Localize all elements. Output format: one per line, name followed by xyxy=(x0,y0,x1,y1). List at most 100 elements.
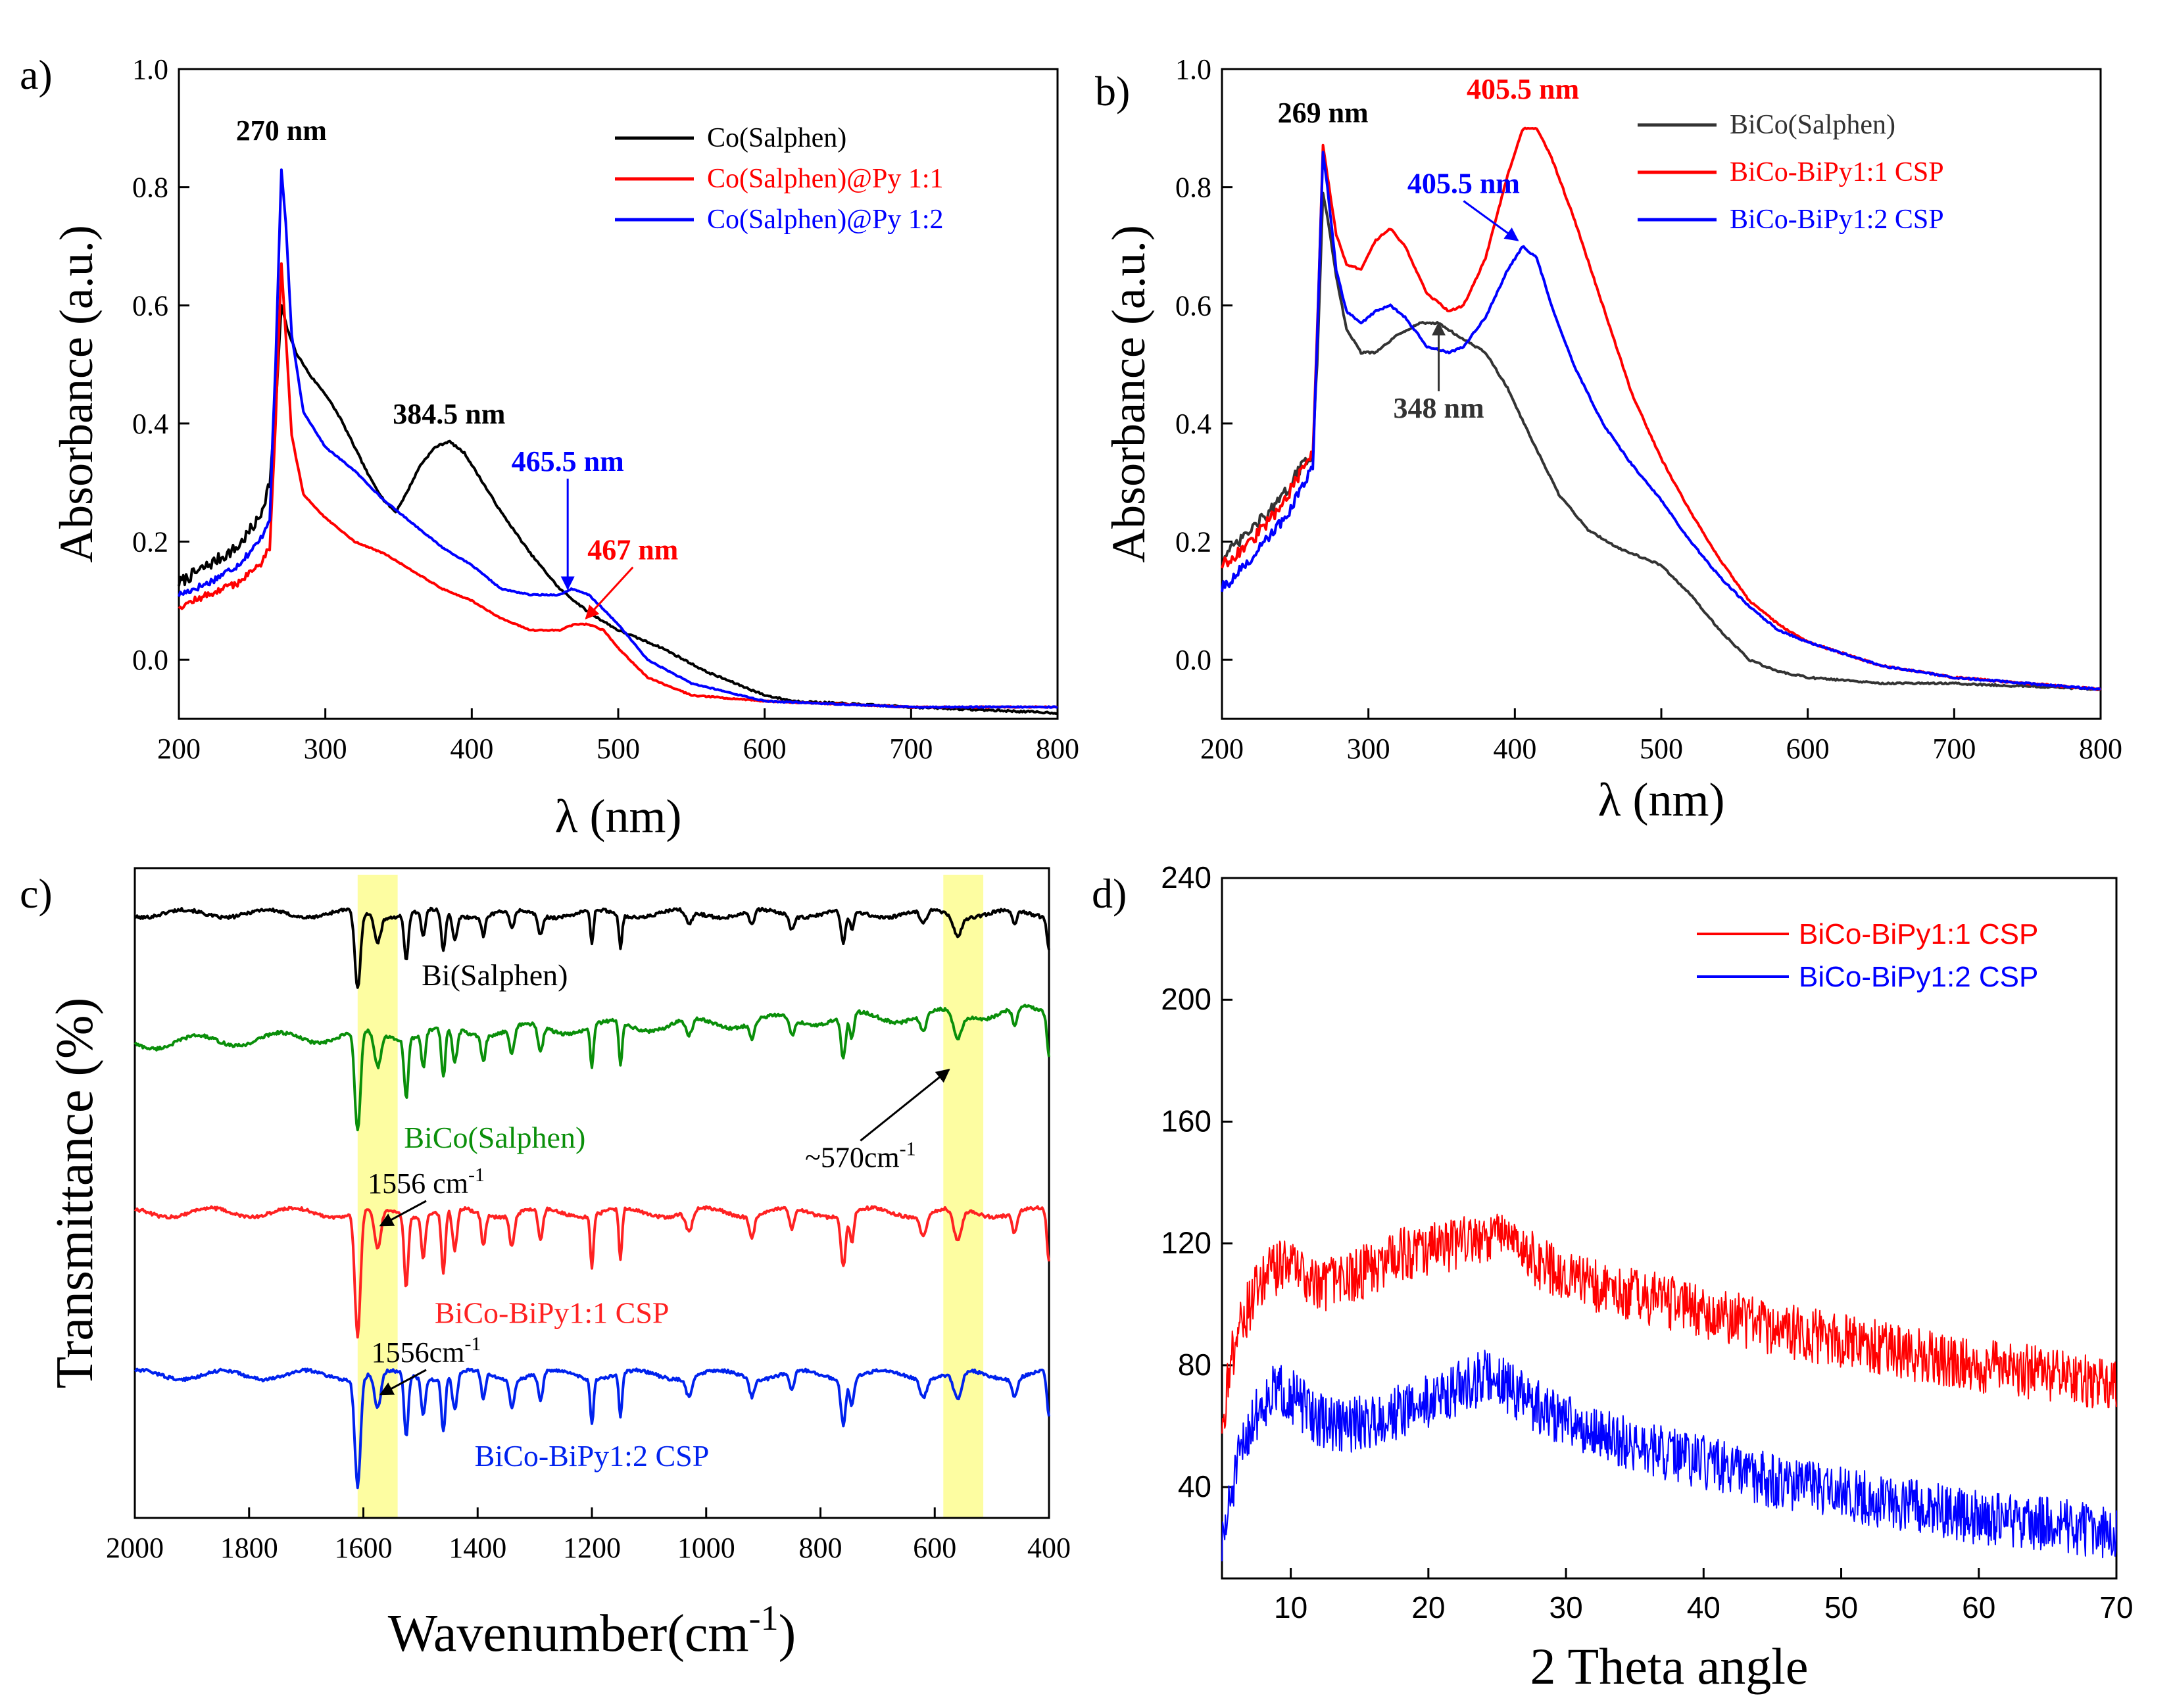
x-axis-label-c-sup: -1 xyxy=(749,1598,779,1638)
series-line-a-1 xyxy=(178,262,1058,709)
y-axis-label-a: Absorbance (a.u.) xyxy=(50,225,103,563)
annotation-c-0-sup: -1 xyxy=(468,1164,485,1186)
y-tick-label-d-4: 200 xyxy=(1161,982,1211,1016)
highlight-band-c-0 xyxy=(357,875,398,1518)
annotation-c-1: 1556cm-1 xyxy=(372,1333,481,1369)
series-line-d-0 xyxy=(1221,1213,2117,1434)
annotation-arrow-a-3 xyxy=(585,566,634,620)
y-tick-label-b-0: 0.0 xyxy=(1175,644,1211,676)
x-tick-label-d-0: 10 xyxy=(1274,1590,1307,1624)
annotation-c-1-sup: -1 xyxy=(464,1333,481,1355)
annotation-a-2: 465.5 nm xyxy=(512,445,624,477)
x-tick-label-a-3: 500 xyxy=(597,733,640,765)
highlight-bands-c xyxy=(357,875,984,1518)
annotation-b-1: 405.5 nm xyxy=(1467,73,1579,105)
legend-entry-d-0: BiCo-BiPy1:1 CSP xyxy=(1799,918,2038,950)
y-tick-label-a-2: 0.4 xyxy=(132,408,168,440)
legend-entry-b-2: BiCo-BiPy1:2 CSP xyxy=(1730,205,1944,235)
y-tick-label-b-2: 0.4 xyxy=(1175,408,1211,440)
x-tick-label-b-0: 200 xyxy=(1200,733,1244,765)
y-tick-label-a-5: 1.0 xyxy=(132,53,168,85)
x-tick-label-a-4: 600 xyxy=(743,733,787,765)
x-tick-label-d-3: 40 xyxy=(1687,1590,1720,1624)
annotation-b-2: 405.5 nm xyxy=(1407,168,1520,200)
legend-b: BiCo(Salphen) BiCo-BiPy1:1 CSP BiCo-BiPy… xyxy=(1638,110,1944,235)
x-tick-label-a-2: 400 xyxy=(450,733,493,765)
series-d xyxy=(1221,1213,2117,1562)
panel-b: b) 200 300 400 500 600 700 800 0.0 0.2 0.4 0.6 0.8… xyxy=(1095,53,2122,826)
panel-c: c) 2000 1800 1600 1400 1200 1000 800 600 400 Bi(… xyxy=(20,867,1071,1663)
y-tick-label-d-0: 40 xyxy=(1178,1469,1211,1503)
curve-label-c-0: Bi(Salphen) xyxy=(422,958,568,992)
annotation-a-3: 467 nm xyxy=(587,533,678,566)
panel-label-a: a) xyxy=(20,51,53,98)
y-ticks-d: 40 80 120 160 200 240 xyxy=(1161,860,1232,1503)
highlight-band-c-1 xyxy=(943,875,984,1518)
annotation-c-2-sup: -1 xyxy=(900,1138,916,1159)
annotation-arrow-b-2 xyxy=(1463,200,1519,241)
y-tick-label-d-2: 120 xyxy=(1161,1226,1211,1260)
series-line-c-1 xyxy=(134,1004,1050,1132)
x-axis-label-c: Wavenumber(cm-1) xyxy=(388,1598,796,1663)
y-axis-label-b: Absorbance (a.u.) xyxy=(1102,225,1155,563)
x-tick-label-c-2: 1600 xyxy=(335,1532,393,1564)
x-axis-label-c-main: Wavenumber(cm xyxy=(388,1605,749,1663)
x-tick-label-c-5: 1000 xyxy=(677,1532,735,1564)
annotation-arrow-c-0 xyxy=(379,1200,427,1227)
annotation-b-3: 348 nm xyxy=(1393,392,1484,424)
x-ticks-d: 10 20 30 40 50 60 70 xyxy=(1274,1568,2134,1624)
x-tick-label-d-5: 60 xyxy=(1962,1590,1995,1624)
legend-entry-d-1: BiCo-BiPy1:2 CSP xyxy=(1799,961,2038,993)
panel-label-d: d) xyxy=(1092,870,1127,917)
legend-entry-a-2: Co(Salphen)@Py 1:2 xyxy=(707,205,944,235)
x-tick-label-b-6: 800 xyxy=(2079,733,2122,765)
series-line-c-2 xyxy=(134,1205,1050,1339)
x-ticks-b: 200 300 400 500 600 700 800 xyxy=(1200,708,2122,765)
annotation-c-0: 1556 cm-1 xyxy=(368,1164,485,1200)
y-tick-label-a-4: 0.8 xyxy=(132,172,168,204)
series-c xyxy=(134,906,1050,1490)
x-tick-label-c-3: 1400 xyxy=(449,1532,506,1564)
x-tick-label-b-3: 500 xyxy=(1640,733,1683,765)
annotation-c-1-main: 1556cm xyxy=(372,1336,465,1369)
legend-entry-b-1: BiCo-BiPy1:1 CSP xyxy=(1730,157,1944,187)
series-line-c-3 xyxy=(134,1367,1050,1490)
series-line-a-0 xyxy=(178,304,1058,715)
x-tick-label-a-1: 300 xyxy=(304,733,347,765)
x-ticks-c: 2000 1800 1600 1400 1200 1000 800 600 400 xyxy=(106,1507,1071,1564)
panel-label-b: b) xyxy=(1095,68,1130,114)
series-b xyxy=(1221,126,2102,691)
x-tick-label-d-6: 70 xyxy=(2099,1590,2133,1624)
plot-frame-d xyxy=(1221,877,2118,1580)
y-tick-label-a-0: 0.0 xyxy=(132,644,168,676)
x-tick-label-b-5: 700 xyxy=(1932,733,1976,765)
curve-label-c-3: BiCo-BiPy1:2 CSP xyxy=(475,1439,710,1473)
panel-label-c: c) xyxy=(20,870,53,917)
x-tick-label-c-6: 800 xyxy=(799,1532,842,1564)
x-tick-label-d-2: 30 xyxy=(1549,1590,1582,1624)
y-ticks-a: 0.0 0.2 0.4 0.6 0.8 1.0 xyxy=(132,53,189,676)
y-tick-label-a-3: 0.6 xyxy=(132,289,168,322)
x-axis-label-a: λ (nm) xyxy=(555,790,682,842)
x-axis-label-d: 2 Theta angle xyxy=(1530,1638,1808,1695)
panel-a: a) 200 300 400 500 600 700 800 0.0 0.2 0.4 0.6 0.8… xyxy=(20,51,1079,842)
y-ticks-b: 0.0 0.2 0.4 0.6 0.8 1.0 xyxy=(1175,53,1232,676)
x-tick-label-c-0: 2000 xyxy=(106,1532,164,1564)
curve-labels-c: Bi(Salphen) BiCo(Salphen) BiCo-BiPy1:1 CSP… xyxy=(404,958,709,1473)
panel-d: d) 10 20 30 40 50 60 70 40 80 120 160 200 240 2 The… xyxy=(1092,860,2134,1695)
x-tick-label-c-4: 1200 xyxy=(563,1532,621,1564)
legend-d: BiCo-BiPy1:1 CSP BiCo-BiPy1:2 CSP xyxy=(1697,918,2038,993)
series-line-b-1 xyxy=(1221,126,2102,691)
y-axis-label-c: Transmittance (%) xyxy=(46,998,104,1389)
legend-a: Co(Salphen) Co(Salphen)@Py 1:1 Co(Salphe… xyxy=(615,123,944,235)
x-axis-label-b: λ (nm) xyxy=(1598,773,1725,826)
legend-entry-b-0: BiCo(Salphen) xyxy=(1730,110,1895,140)
x-axis-label-c-close: ) xyxy=(779,1605,796,1663)
x-tick-label-b-4: 600 xyxy=(1786,733,1830,765)
x-tick-label-c-1: 1800 xyxy=(220,1532,278,1564)
series-a xyxy=(178,168,1058,715)
annotation-arrow-c-1 xyxy=(379,1369,427,1396)
